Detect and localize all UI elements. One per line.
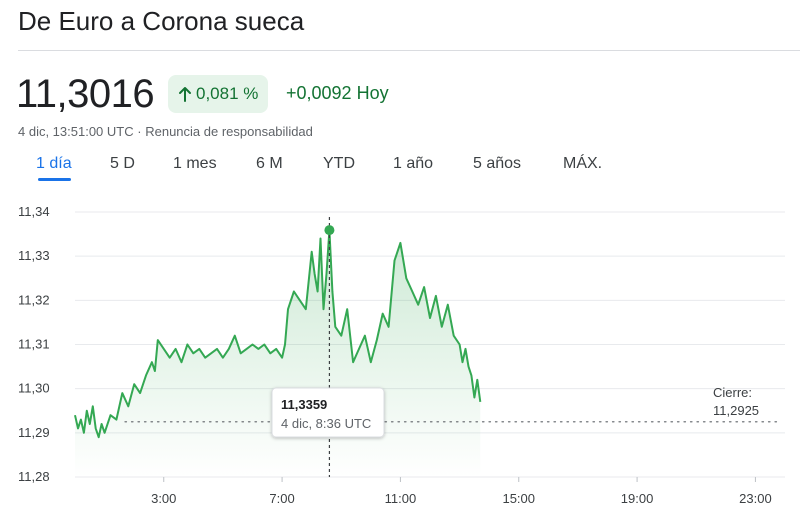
x-tick-label: 15:00 (502, 491, 535, 506)
hover-tooltip: 11,3359 4 dic, 8:36 UTC (271, 387, 385, 438)
tab-ytd[interactable]: YTD (323, 155, 355, 172)
x-tick-label: 3:00 (151, 491, 176, 506)
x-tick-label: 7:00 (269, 491, 294, 506)
tab-5-days[interactable]: 5 D (110, 155, 135, 172)
tooltip-value: 11,3359 (281, 397, 327, 412)
arrow-up-icon (179, 87, 191, 102)
tooltip-time: 4 dic, 8:36 UTC (281, 416, 371, 431)
page-title: De Euro a Corona sueca (18, 6, 305, 36)
x-axis-ticks: 3:00 7:00 11:00 15:00 19:00 23:00 (151, 477, 772, 506)
tooltip-box (271, 387, 385, 438)
close-label-value: 11,2925 (713, 403, 759, 418)
y-tick-label: 11,28 (18, 469, 50, 484)
price-area-fill (75, 230, 481, 477)
y-tick-label: 11,31 (18, 337, 50, 352)
tab-1-year[interactable]: 1 año (393, 155, 434, 172)
x-tick-label: 23:00 (739, 491, 772, 506)
close-label: Cierre: 11,2925 (713, 385, 759, 418)
x-tick-label: 11:00 (385, 491, 417, 506)
current-price: 11,3016 (16, 72, 155, 116)
quote-timestamp: 4 dic, 13:51:00 UTC (18, 124, 134, 139)
change-absolute: +0,0092 Hoy (286, 83, 389, 103)
active-tab-indicator (38, 178, 71, 181)
tab-1-month[interactable]: 1 mes (173, 155, 217, 172)
y-tick-label: 11,32 (18, 292, 50, 307)
change-percent-badge: 0,081 % (168, 75, 269, 113)
y-axis-ticks: 11,28 11,29 11,30 11,31 11,32 11,33 11,34 (18, 204, 50, 484)
close-label-title: Cierre: (713, 385, 752, 400)
change-percent-value: 0,081 % (196, 84, 259, 103)
y-tick-label: 11,29 (18, 425, 50, 440)
quote-meta: 4 dic, 13:51:00 UTC · Renuncia de respon… (18, 124, 313, 139)
tab-1-day[interactable]: 1 día (36, 155, 72, 172)
y-tick-label: 11,33 (18, 248, 50, 263)
tab-6-months[interactable]: 6 M (256, 155, 283, 172)
header-divider (18, 50, 800, 51)
tab-5-years[interactable]: 5 años (473, 155, 522, 172)
hover-point (324, 225, 335, 236)
y-tick-label: 11,30 (18, 381, 50, 396)
price-line (74, 229, 482, 439)
y-tick-label: 11,34 (18, 204, 50, 219)
meta-separator: · (137, 124, 142, 139)
tab-max[interactable]: MÁX. (563, 155, 603, 172)
x-tick-label: 19:00 (621, 491, 654, 506)
disclaimer-link[interactable]: Renuncia de responsabilidad (145, 124, 313, 139)
